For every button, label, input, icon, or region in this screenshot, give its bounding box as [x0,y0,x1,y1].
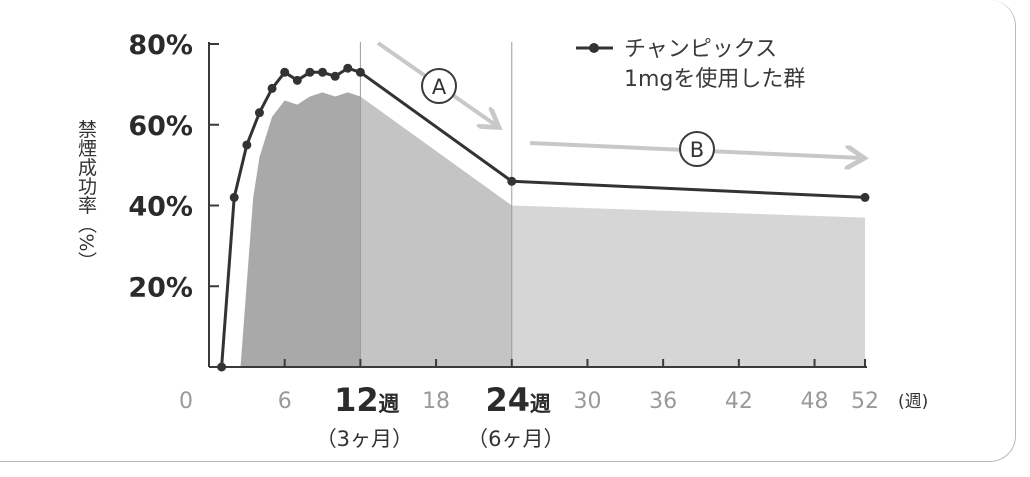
legend-label: チャンピックス [624,37,777,62]
data-point [330,71,340,81]
data-point [507,176,517,186]
y-tick-labels: 20% 40% 60% 80% [128,30,193,303]
shaded-area-layer [240,92,865,367]
data-point [242,140,252,150]
shaded-area-light [511,205,865,367]
x-unit-label: (週) [898,392,928,412]
x-tick-label: 52 [851,389,879,414]
data-point [305,67,315,77]
axes [208,42,867,368]
x-tick-label: 48 [801,389,829,414]
x-tick-label: 42 [725,389,753,414]
data-point [343,63,353,73]
trend-arrows [376,41,862,158]
shaded-area-mid [360,96,512,367]
x-tick-label: 24 [486,381,531,419]
data-point [229,192,239,202]
x-tick-suffix: 週 [378,392,399,416]
series-layer [217,63,870,372]
legend-label: 1mgを使用した群 [624,67,805,92]
x-tick-labels: 0 6 12 週（3ヶ月）18 24 週（6ヶ月）30 36 42 48 52 (週) [179,381,928,451]
annotations: AB [421,68,715,167]
x-tick-sub-label: （6ヶ月） [467,427,564,451]
data-point [860,192,870,202]
annotation-label: B [690,138,704,162]
x-tick-label: 30 [573,389,601,414]
shaded-area-dark [240,92,361,367]
x-tick-suffix: 週 [530,392,551,416]
data-point [280,67,290,77]
data-point [292,75,302,85]
y-tick-label: 40% [128,192,193,223]
guide-lines [359,42,513,367]
data-point [217,362,227,372]
y-tick-label: 20% [128,272,193,303]
annotation-circle [679,131,715,167]
x-tick-label: 36 [649,389,677,414]
y-axis-label: 禁煙成功率（%） [75,119,97,270]
annotation-label: A [432,75,447,99]
chart-frame [0,0,1016,462]
x-tick-label: 0 [179,389,193,414]
legend: チャンピックス 1mgを使用した群 [576,37,805,92]
y-tick-label: 80% [128,30,193,61]
y-tick-label: 60% [128,111,193,142]
data-point [254,108,264,118]
annotation-circle [421,68,457,104]
data-point [267,83,277,93]
legend-marker [589,43,599,53]
x-tick-label: 6 [278,389,292,414]
x-tick-label: 12 [334,381,379,419]
data-point [318,67,328,77]
x-tick-label: 18 [422,389,450,414]
data-point [355,67,365,77]
x-tick-sub-label: （3ヶ月） [316,427,413,451]
